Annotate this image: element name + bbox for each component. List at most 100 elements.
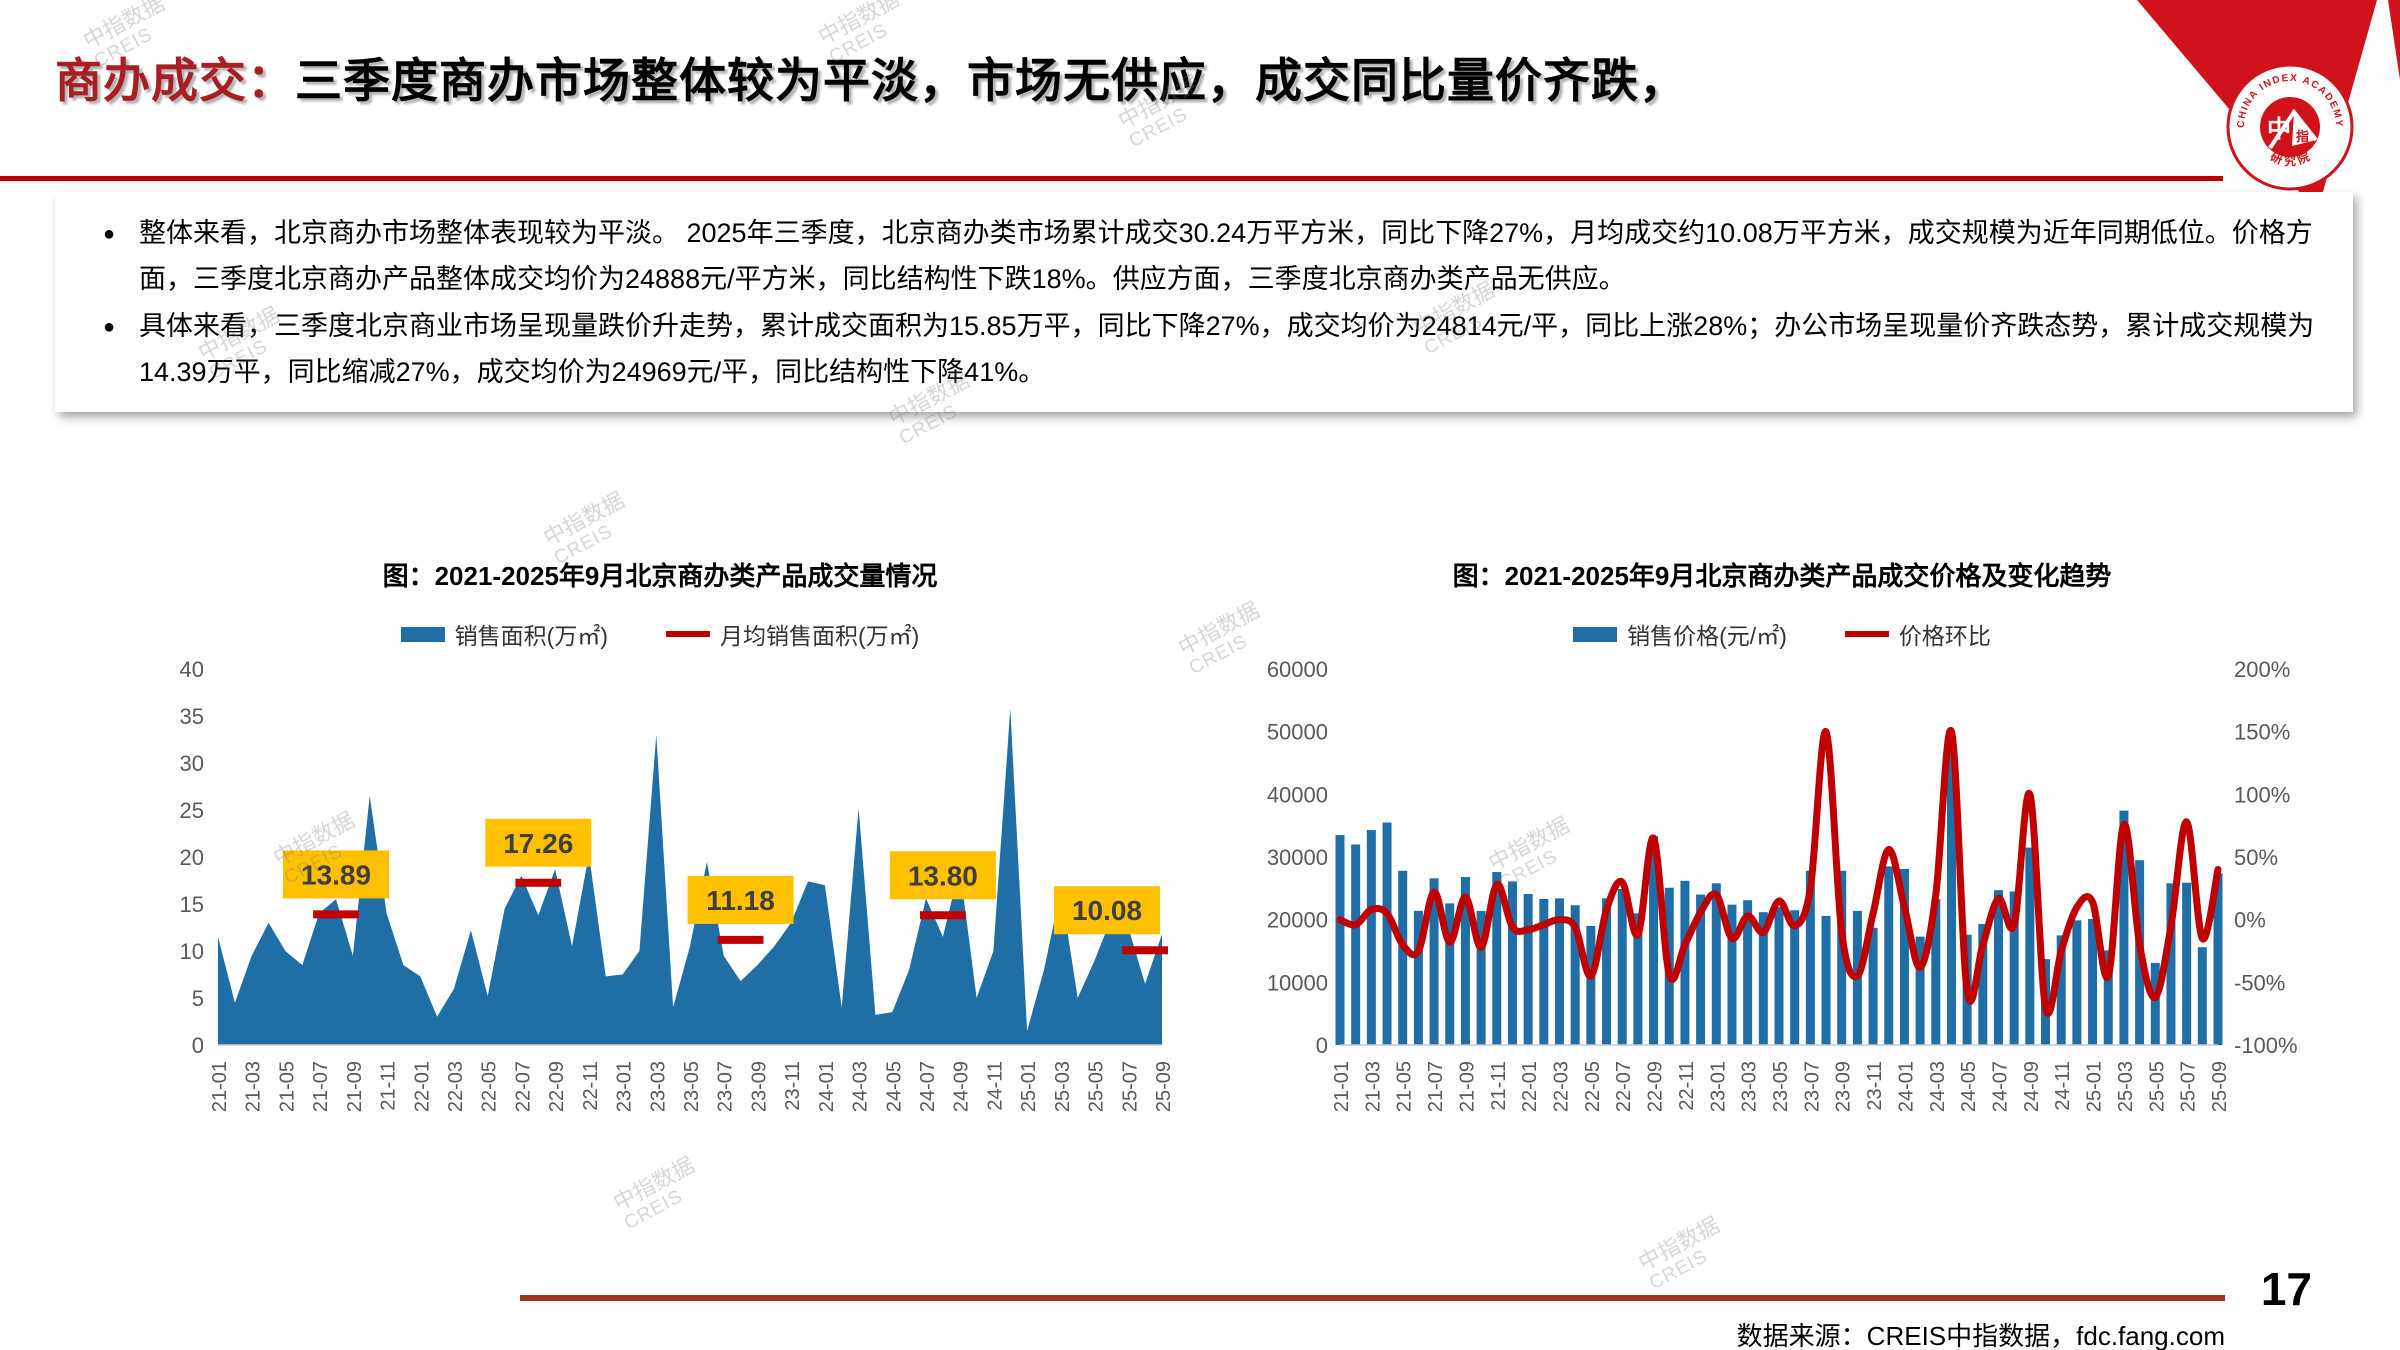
svg-text:0%: 0% <box>2234 908 2266 933</box>
legend-label: 价格环比 <box>1898 623 1991 649</box>
svg-text:22-07: 22-07 <box>1613 1061 1635 1112</box>
svg-text:24-11: 24-11 <box>2052 1061 2074 1111</box>
svg-text:22-01: 22-01 <box>1519 1061 1541 1112</box>
svg-text:21-03: 21-03 <box>1362 1061 1384 1112</box>
watermark: 中指数据 CREIS <box>609 1152 699 1235</box>
svg-text:-50%: -50% <box>2234 970 2285 995</box>
svg-text:25-01: 25-01 <box>1018 1061 1040 1112</box>
svg-text:60000: 60000 <box>1267 657 1328 682</box>
svg-text:17.26: 17.26 <box>503 828 573 859</box>
svg-text:21-11: 21-11 <box>1488 1061 1510 1111</box>
svg-text:24-09: 24-09 <box>951 1061 973 1112</box>
svg-text:24-07: 24-07 <box>1990 1061 2012 1112</box>
svg-text:24-01: 24-01 <box>1895 1061 1917 1112</box>
bullet-icon: ● <box>102 315 116 338</box>
ribbon-corner-shape <box>2388 0 2400 80</box>
svg-text:21-09: 21-09 <box>1456 1061 1478 1112</box>
svg-text:10.08: 10.08 <box>1072 895 1142 926</box>
price-chart-title: 图：2021-2025年9月北京商办类产品成交价格及变化趋势 <box>1452 561 2112 591</box>
svg-text:25-01: 25-01 <box>2084 1061 2106 1112</box>
svg-text:23-03: 23-03 <box>1739 1061 1761 1112</box>
svg-text:24-09: 24-09 <box>2021 1061 2043 1112</box>
bullet-icon: ● <box>102 223 116 245</box>
legend-item-price-mom: 价格环比 <box>1844 617 1991 651</box>
svg-text:13.80: 13.80 <box>908 860 978 891</box>
svg-text:22-03: 22-03 <box>445 1061 467 1112</box>
svg-text:23-07: 23-07 <box>1801 1061 1823 1112</box>
svg-text:22-11: 22-11 <box>580 1061 602 1111</box>
legend-item-monthly-avg: 月均销售面积(万㎡) <box>666 617 919 651</box>
volume-chart-title: 图：2021-2025年9月北京商办类产品成交量情况 <box>382 561 938 591</box>
svg-text:21-03: 21-03 <box>243 1061 265 1112</box>
legend-label: 月均销售面积(万㎡) <box>720 623 920 649</box>
svg-text:10: 10 <box>180 939 204 964</box>
svg-text:21-09: 21-09 <box>344 1061 366 1112</box>
svg-text:23-11: 23-11 <box>1864 1061 1886 1111</box>
svg-text:25-09: 25-09 <box>1153 1061 1175 1112</box>
svg-text:24-03: 24-03 <box>1927 1061 1949 1112</box>
svg-text:11.18: 11.18 <box>706 885 775 916</box>
page-title-prefix: 商办成交： <box>55 54 295 107</box>
blue-area-swatch-icon <box>400 626 445 642</box>
svg-text:24-05: 24-05 <box>883 1061 905 1112</box>
price-chart-svg: 0 10000 20000 30000 40000 50000 60000 -100% -50%… <box>1267 657 2298 1112</box>
title-divider <box>0 176 2223 181</box>
svg-text:25-05: 25-05 <box>1086 1061 1108 1112</box>
legend-item-sales-price: 销售价格(元/㎡) <box>1573 617 1787 651</box>
svg-text:25-03: 25-03 <box>1052 1061 1074 1112</box>
svg-text:30000: 30000 <box>1267 845 1328 870</box>
svg-text:200%: 200% <box>2234 657 2290 682</box>
svg-text:30: 30 <box>180 751 204 776</box>
svg-text:13.89: 13.89 <box>301 859 371 890</box>
svg-text:22-03: 22-03 <box>1551 1061 1573 1112</box>
svg-text:24-11: 24-11 <box>984 1061 1006 1111</box>
svg-text:23-03: 23-03 <box>647 1061 669 1112</box>
svg-text:22-09: 22-09 <box>1645 1061 1667 1112</box>
page-title: 商办成交：三季度商办市场整体较为平淡，市场无供应，成交同比量价齐跌， <box>55 42 2135 111</box>
svg-text:21-11: 21-11 <box>378 1061 400 1111</box>
svg-text:23-09: 23-09 <box>748 1061 770 1112</box>
svg-text:40000: 40000 <box>1267 782 1328 807</box>
bullet-item: ● 具体来看，三季度北京商业市场呈现量跌价升走势，累计成交面积为15.85万平，… <box>79 303 2329 396</box>
svg-text:23-11: 23-11 <box>782 1061 804 1111</box>
svg-text:22-09: 22-09 <box>546 1061 568 1112</box>
svg-text:24-05: 24-05 <box>1958 1061 1980 1112</box>
legend-label: 销售面积(万㎡) <box>454 623 608 649</box>
svg-text:23-05: 23-05 <box>681 1061 703 1112</box>
svg-text:21-01: 21-01 <box>1331 1061 1353 1112</box>
svg-text:24-07: 24-07 <box>917 1061 939 1112</box>
svg-text:35: 35 <box>180 704 204 729</box>
legend-item-sales-area: 销售面积(万㎡) <box>400 617 608 651</box>
svg-text:20000: 20000 <box>1267 908 1328 933</box>
svg-text:150%: 150% <box>2234 720 2290 745</box>
svg-text:15: 15 <box>180 892 204 917</box>
svg-text:21-05: 21-05 <box>1394 1061 1416 1112</box>
svg-text:25-03: 25-03 <box>2115 1061 2137 1112</box>
svg-text:22-07: 22-07 <box>512 1061 534 1112</box>
svg-text:23-05: 23-05 <box>1770 1061 1792 1112</box>
svg-text:-100%: -100% <box>2234 1033 2298 1058</box>
logo-peak-line <box>2268 108 2318 150</box>
svg-text:23-01: 23-01 <box>614 1061 636 1112</box>
data-source: 数据来源：CREIS中指数据，fdc.fang.com <box>1736 1321 2225 1350</box>
watermark: 中指数据 CREIS <box>1634 1212 1724 1295</box>
svg-text:25-09: 25-09 <box>2209 1061 2231 1112</box>
bullet-item: ● 整体来看，北京商办市场整体表现较为平淡。 2025年三季度，北京商办类市场累… <box>79 210 2329 303</box>
svg-text:25: 25 <box>180 798 204 823</box>
svg-text:25-07: 25-07 <box>1119 1061 1141 1112</box>
svg-text:25-05: 25-05 <box>2146 1061 2168 1112</box>
svg-text:22-01: 22-01 <box>411 1061 433 1112</box>
svg-text:50000: 50000 <box>1267 720 1328 745</box>
legend-label: 销售价格(元/㎡) <box>1627 623 1787 649</box>
china-index-academy-logo: CHINA INDEX ACADEMY 研 究 院 中 指 <box>2137 0 2400 213</box>
volume-chart-legend: 销售面积(万㎡) 月均销售面积(万㎡) <box>140 617 1180 651</box>
svg-text:24-01: 24-01 <box>816 1061 838 1112</box>
svg-text:0: 0 <box>192 1033 204 1058</box>
price-chart-legend: 销售价格(元/㎡) 价格环比 <box>1252 617 2312 651</box>
svg-text:21-05: 21-05 <box>276 1061 298 1112</box>
summary-card: ● 整体来看，北京商办市场整体表现较为平淡。 2025年三季度，北京商办类市场累… <box>55 192 2353 412</box>
bullet-text: 整体来看，北京商办市场整体表现较为平淡。 2025年三季度，北京商办类市场累计成… <box>139 218 2313 295</box>
svg-text:20: 20 <box>180 845 204 870</box>
blue-bar-swatch-icon <box>1573 626 1618 642</box>
